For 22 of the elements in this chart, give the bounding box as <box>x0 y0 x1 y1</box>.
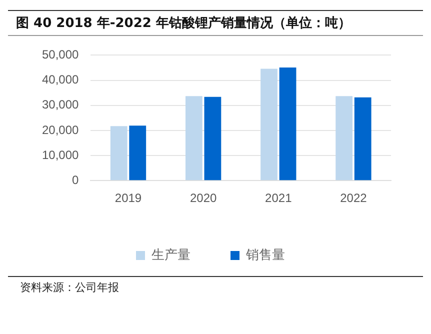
legend-label: 销售量 <box>245 248 285 263</box>
x-tick-label: 2020 <box>190 191 217 206</box>
bar <box>110 126 128 180</box>
bar <box>260 68 278 180</box>
bar <box>354 97 372 180</box>
text: 资料来源：公司年报 <box>8 276 423 298</box>
chart-title: 图 40 2018 年-2022 年钴酸锂产销量情况（单位：吨） <box>8 10 423 36</box>
bar <box>336 96 353 180</box>
x-tick-label: 2022 <box>340 191 368 206</box>
y-tick-label: 20,000 <box>42 122 80 137</box>
x-tick-label: 2019 <box>114 191 142 206</box>
y-tick-label: 0 <box>72 172 80 187</box>
bar <box>129 126 146 180</box>
x-tick-label: 2021 <box>265 191 292 206</box>
bar <box>279 67 296 180</box>
y-tick-label: 50,000 <box>42 48 80 62</box>
y-tick-label: 30,000 <box>42 98 80 112</box>
bar <box>185 96 202 180</box>
y-tick-label: 10,000 <box>42 148 80 162</box>
bar <box>204 96 222 180</box>
y-tick-label: 40,000 <box>42 72 80 87</box>
legend-label: 生产量 <box>152 248 190 263</box>
